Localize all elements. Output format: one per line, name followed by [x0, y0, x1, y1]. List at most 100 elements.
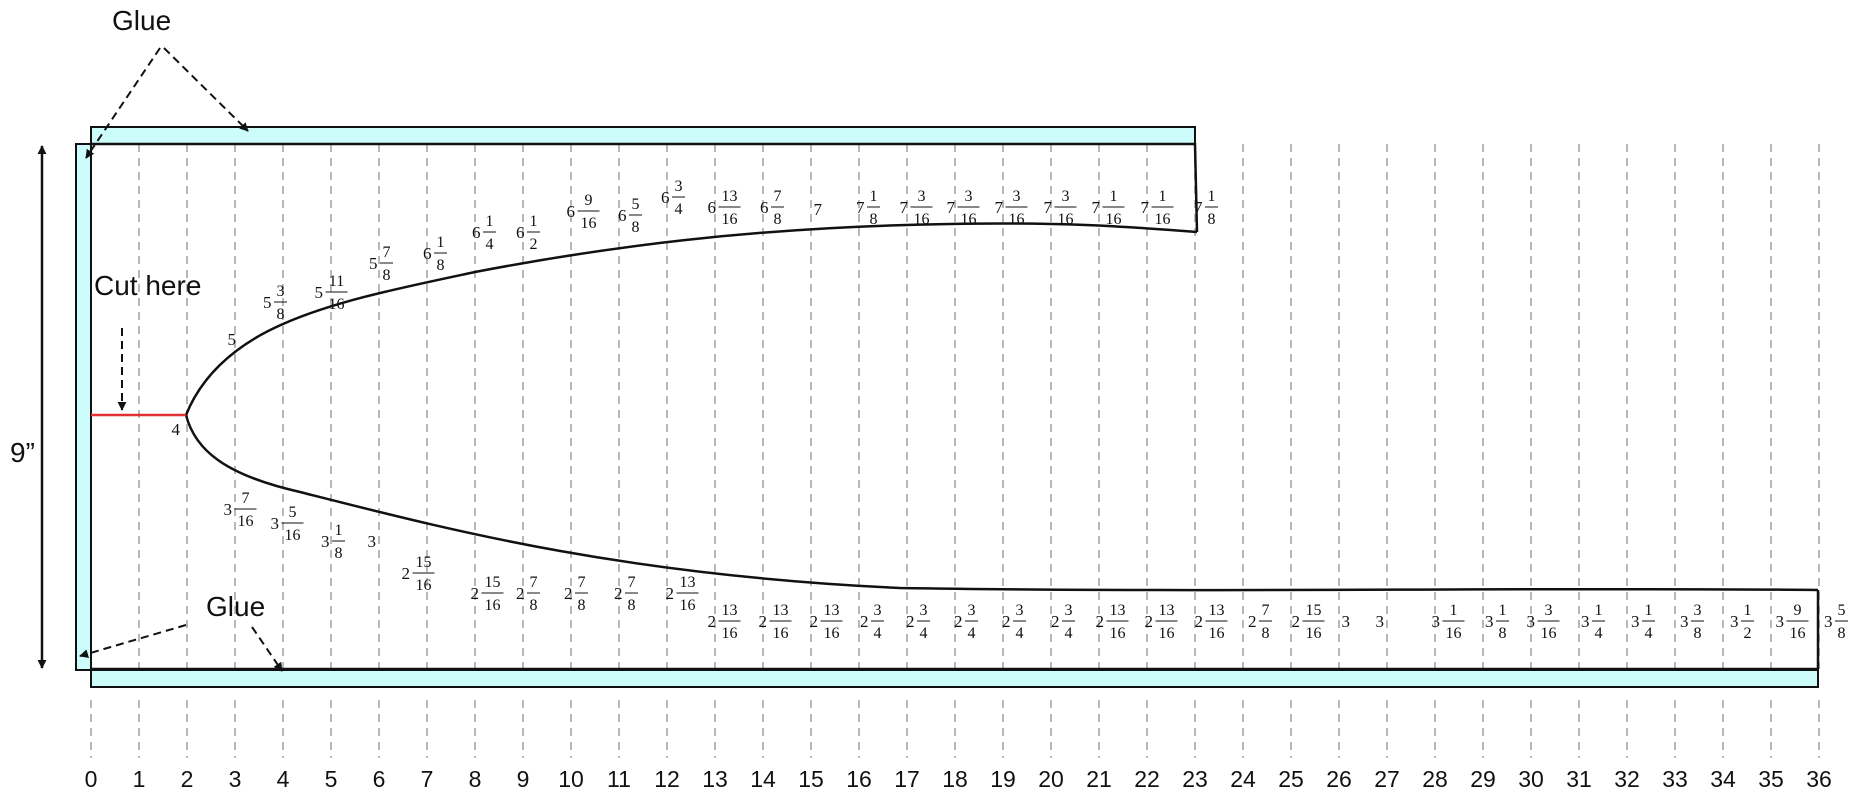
- measurement-denominator: 16: [329, 296, 345, 313]
- measurement-whole: 3: [368, 532, 377, 551]
- axis-number: 18: [942, 766, 968, 792]
- measurement-numerator: 7: [578, 574, 586, 591]
- axis-number: 12: [654, 766, 680, 792]
- measurement-whole: 6: [472, 223, 481, 242]
- measurement-label: 2 13 16: [1145, 602, 1178, 642]
- measurement-numerator: 13: [680, 574, 696, 591]
- axis-number: 13: [702, 766, 728, 792]
- measurement-whole: 5: [315, 283, 324, 302]
- measurement-numerator: 15: [485, 574, 501, 591]
- axis-number: 33: [1662, 766, 1688, 792]
- measurement-label: 31 4: [1581, 602, 1605, 642]
- measurement-denominator: 16: [1110, 625, 1126, 642]
- measurement-whole: 2: [708, 612, 717, 631]
- upper-curve: [184, 222, 1198, 416]
- measurement-denominator: 4: [874, 625, 882, 642]
- measurement-whole: 3: [224, 500, 233, 519]
- measurement-whole: 6: [516, 223, 525, 242]
- measurement-denominator: 16: [1541, 625, 1557, 642]
- measurement-whole: 3: [1432, 612, 1441, 631]
- measurement-numerator: 3: [920, 602, 928, 619]
- measurement-denominator: 16: [914, 211, 930, 228]
- bottom-glue-strip: [90, 669, 1819, 688]
- axis-number: 29: [1470, 766, 1496, 792]
- measurement-denominator: 8: [632, 219, 640, 236]
- measurement-denominator: 16: [961, 211, 977, 228]
- measurement-denominator: 16: [1209, 625, 1225, 642]
- axis-number: 32: [1614, 766, 1640, 792]
- measurement-label: 71 16: [1141, 188, 1174, 228]
- measurement-denominator: 16: [773, 625, 789, 642]
- measurement-whole: 2: [906, 612, 915, 631]
- axis-number: 9: [517, 766, 530, 792]
- measurement-denominator: 4: [1645, 625, 1653, 642]
- measurement-denominator: 4: [675, 201, 683, 218]
- measurement-whole: 2: [1248, 612, 1257, 631]
- measurement-numerator: 5: [632, 196, 640, 213]
- measurement-whole: 3: [1680, 612, 1689, 631]
- measurement-whole: 3: [1342, 612, 1351, 631]
- measurement-numerator: 11: [329, 273, 344, 290]
- measurement-label: 73 16: [995, 188, 1028, 228]
- measurement-label: 5 11 16: [315, 273, 348, 313]
- measurement-whole: 6: [618, 206, 627, 225]
- axis-number: 0: [85, 766, 98, 792]
- measurement-whole: 7: [1092, 198, 1101, 217]
- measurement-whole: 2: [1145, 612, 1154, 631]
- glue-bottom-label: Glue: [206, 591, 265, 622]
- measurement-label: 61 4: [472, 213, 496, 253]
- measurement-whole: 3: [271, 514, 280, 533]
- measurement-label: 2 15 16: [1292, 602, 1325, 642]
- axis-number: 27: [1374, 766, 1400, 792]
- measurement-denominator: 16: [1306, 625, 1322, 642]
- axis-number: 1: [133, 766, 146, 792]
- measurement-whole: 2: [860, 612, 869, 631]
- cut-here-label: Cut here: [94, 270, 201, 301]
- measurement-numerator: 3: [675, 178, 683, 195]
- measurement-whole: 2: [614, 584, 623, 603]
- measurement-whole: 7: [1044, 198, 1053, 217]
- measurement-denominator: 16: [722, 625, 738, 642]
- axis-number: 19: [990, 766, 1016, 792]
- measurement-label: 71 16: [1092, 188, 1125, 228]
- measurement-label: 23 4: [1051, 602, 1075, 642]
- measurement-whole: 2: [759, 612, 768, 631]
- measurement-numerator: 13: [1159, 602, 1175, 619]
- measurement-label: 71 8: [856, 188, 880, 228]
- measurement-label: 31 2: [1730, 602, 1754, 642]
- measurement-denominator: 8: [277, 306, 285, 323]
- measurement-denominator: 8: [335, 545, 343, 562]
- measurement-denominator: 16: [416, 577, 432, 594]
- measurement-label: 63 4: [661, 178, 685, 218]
- measurement-whole: 3: [321, 532, 330, 551]
- axis-number: 22: [1134, 766, 1160, 792]
- measurement-denominator: 4: [1595, 625, 1603, 642]
- measurement-whole: 2: [954, 612, 963, 631]
- measurement-numerator: 3: [1062, 188, 1070, 205]
- measurement-denominator: 16: [581, 215, 597, 232]
- measurement-whole: 5: [228, 330, 237, 349]
- glue-bottom-arrow-left: [79, 624, 187, 659]
- measurement-label: 61 8: [423, 234, 447, 274]
- measurement-denominator: 8: [628, 597, 636, 614]
- measurement-whole: 6: [661, 188, 670, 207]
- measurement-numerator: 3: [1694, 602, 1702, 619]
- measurement-label: 37 16: [224, 490, 257, 530]
- measurement-numerator: 1: [1159, 188, 1167, 205]
- measurement-whole: 5: [369, 254, 378, 273]
- measurement-numerator: 5: [1838, 602, 1846, 619]
- measurement-whole: 7: [1194, 198, 1203, 217]
- measurement-label: 67 8: [760, 188, 784, 228]
- measurement-label: 27 8: [1248, 602, 1272, 642]
- measurement-denominator: 8: [1262, 625, 1270, 642]
- measurement-whole: 3: [1376, 612, 1385, 631]
- axis-number: 2: [181, 766, 194, 792]
- axis-numbers: 0 1 2 3 4 5 6 7 8 9 10 11 12 13 14 15 16 17 18 19 20 21 22 23 24…: [85, 766, 1832, 792]
- measurement-numerator: 3: [1065, 602, 1073, 619]
- measurement-label: 53 8: [263, 283, 287, 323]
- measurement-denominator: 16: [1009, 211, 1025, 228]
- measurement-numerator: 3: [968, 602, 976, 619]
- measurement-label: 57 8: [369, 244, 393, 284]
- measurement-label: 23 4: [860, 602, 884, 642]
